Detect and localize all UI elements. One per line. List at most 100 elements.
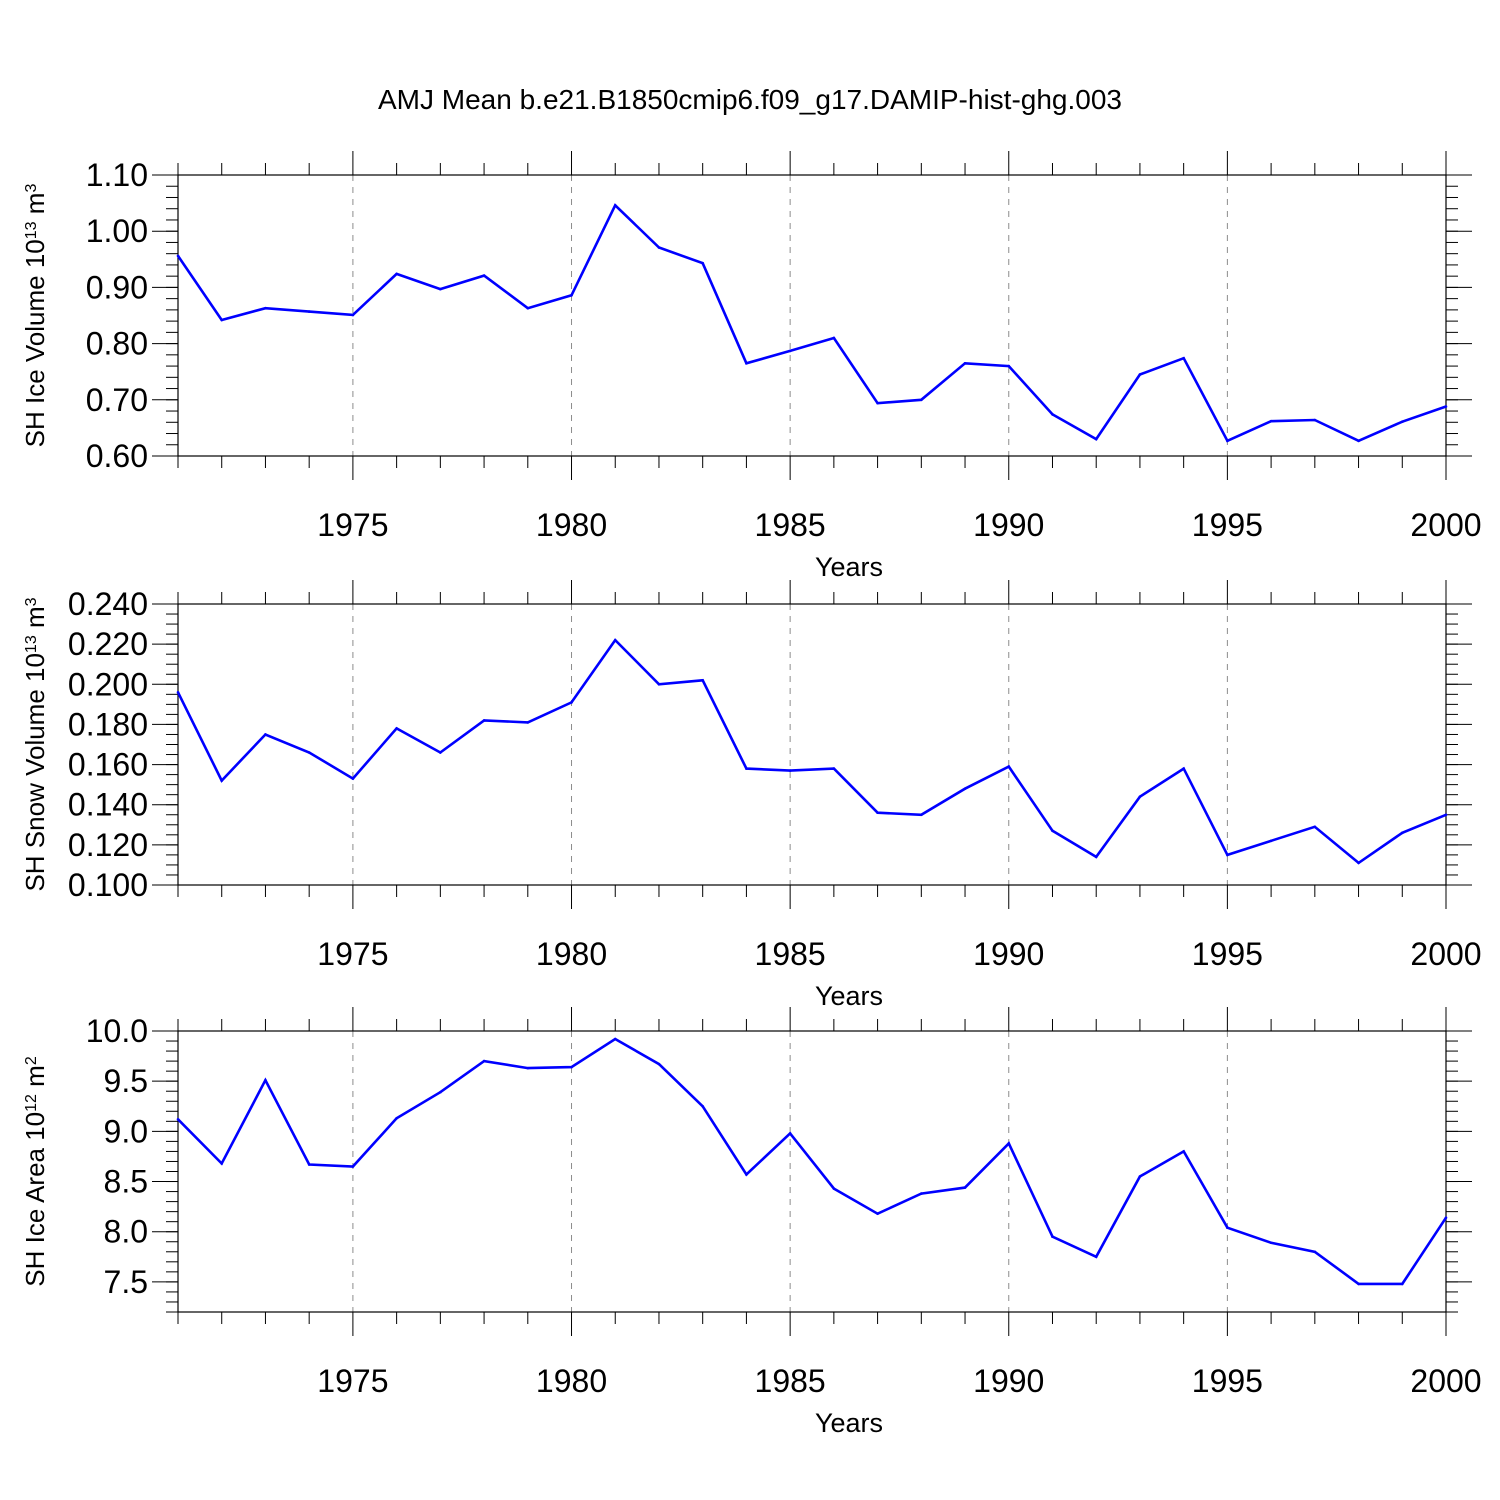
data-point-1978 bbox=[482, 274, 486, 277]
data-point-1977 bbox=[439, 287, 442, 291]
series-line bbox=[176, 203, 1447, 443]
data-point-1975 bbox=[351, 1165, 355, 1168]
y-tick-label-8.0: 8.0 bbox=[104, 1214, 148, 1250]
panel-2: 0.100 0.120 0.140 0.160 0.180 0.200 0.220 0.240… bbox=[20, 580, 1482, 1011]
x-tick-label-1995: 1995 bbox=[1192, 1363, 1263, 1399]
y-tick-label-7.5: 7.5 bbox=[104, 1264, 148, 1300]
data-point-1989 bbox=[963, 361, 967, 365]
data-point-1989 bbox=[963, 1186, 967, 1189]
data-point-1982 bbox=[657, 246, 661, 249]
x-tick-label-1975: 1975 bbox=[317, 936, 388, 972]
data-point-1971 bbox=[176, 254, 180, 258]
plot-frame bbox=[177, 603, 1447, 886]
data-point-1977 bbox=[439, 1090, 442, 1094]
y-tick-label-9.5: 9.5 bbox=[104, 1063, 148, 1099]
y-tick-label-0.200: 0.200 bbox=[68, 666, 148, 702]
data-point-1978 bbox=[482, 1059, 486, 1063]
data-point-1975 bbox=[351, 313, 355, 317]
data-point-1996 bbox=[1269, 839, 1273, 843]
data-point-1972 bbox=[220, 1162, 224, 1165]
data-point-1984 bbox=[745, 361, 748, 365]
data-point-1994 bbox=[1182, 1150, 1185, 1153]
y-tick-label-0.60: 0.60 bbox=[86, 438, 148, 474]
x-tick-label-2000: 2000 bbox=[1410, 507, 1481, 543]
y-tick-label-0.220: 0.220 bbox=[68, 626, 148, 662]
data-point-1974 bbox=[307, 1163, 311, 1166]
figure-title: AMJ Mean b.e21.B1850cmip6.f09_g17.DAMIP-… bbox=[378, 84, 1122, 115]
plot-frame bbox=[177, 174, 1447, 457]
data-point-1991 bbox=[1051, 829, 1054, 833]
data-point-1990 bbox=[1007, 364, 1011, 368]
x-axis-title: Years bbox=[815, 1408, 883, 1438]
data-point-1985 bbox=[788, 349, 792, 353]
x-tick-label-1975: 1975 bbox=[317, 507, 388, 543]
data-point-1975 bbox=[351, 777, 355, 780]
y-tick-label-1.10: 1.10 bbox=[86, 157, 148, 193]
x-tick-label-1990: 1990 bbox=[973, 507, 1044, 543]
data-point-1983 bbox=[701, 1104, 704, 1108]
y-tick-label-0.160: 0.160 bbox=[68, 747, 148, 783]
data-point-1992 bbox=[1094, 1255, 1098, 1259]
y-axis-title: SH Ice Area 1012 m2 bbox=[20, 1056, 50, 1287]
data-point-1992 bbox=[1094, 437, 1098, 441]
data-point-1997 bbox=[1313, 1250, 1317, 1254]
data-point-1982 bbox=[657, 1062, 661, 1066]
data-point-1995 bbox=[1226, 853, 1229, 857]
data-point-1991 bbox=[1051, 413, 1054, 416]
data-point-2000 bbox=[1444, 1216, 1448, 1219]
x-tick-label-1980: 1980 bbox=[536, 507, 607, 543]
data-point-1993 bbox=[1138, 373, 1142, 376]
data-point-1987 bbox=[876, 401, 879, 405]
y-tick-label-8.5: 8.5 bbox=[104, 1164, 148, 1200]
data-point-1979 bbox=[526, 721, 530, 724]
data-point-1986 bbox=[832, 767, 836, 770]
data-point-1995 bbox=[1226, 1226, 1229, 1229]
data-point-1995 bbox=[1226, 439, 1229, 443]
x-axis-title: Years bbox=[815, 981, 883, 1011]
data-point-1976 bbox=[395, 727, 398, 730]
data-point-1997 bbox=[1313, 418, 1317, 422]
data-point-1999 bbox=[1400, 1282, 1404, 1286]
data-point-1981 bbox=[613, 638, 617, 642]
data-point-1996 bbox=[1269, 419, 1273, 423]
data-point-1976 bbox=[395, 272, 398, 276]
data-point-1999 bbox=[1400, 420, 1404, 424]
data-point-1987 bbox=[876, 811, 879, 815]
data-point-1991 bbox=[1051, 1235, 1054, 1239]
data-point-1985 bbox=[788, 1132, 792, 1135]
data-point-1977 bbox=[439, 751, 442, 754]
x-tick-label-1990: 1990 bbox=[973, 936, 1044, 972]
data-point-1980 bbox=[570, 293, 573, 297]
data-point-1998 bbox=[1357, 439, 1360, 443]
y-axis-title: SH Snow Volume 1013 m3 bbox=[20, 597, 50, 891]
data-point-1974 bbox=[307, 751, 311, 754]
data-point-1988 bbox=[920, 813, 923, 817]
data-point-1981 bbox=[613, 204, 617, 207]
x-tick-label-1975: 1975 bbox=[317, 1363, 388, 1399]
series-line bbox=[176, 638, 1447, 865]
y-tick-label-0.240: 0.240 bbox=[68, 586, 148, 622]
panel-1: 0.60 0.70 0.80 0.90 1.00 1.10 1975 1980 1985 1990… bbox=[20, 151, 1482, 582]
x-tick-label-1985: 1985 bbox=[755, 507, 826, 543]
y-tick-label-0.80: 0.80 bbox=[86, 326, 148, 362]
x-tick-label-2000: 2000 bbox=[1410, 936, 1481, 972]
y-tick-label-0.100: 0.100 bbox=[68, 867, 148, 903]
x-axis-title: Years bbox=[815, 552, 883, 582]
y-axis-title: SH Ice Volume 1013 m3 bbox=[20, 184, 50, 448]
x-tick-label-1995: 1995 bbox=[1192, 936, 1263, 972]
x-tick-label-1985: 1985 bbox=[755, 936, 826, 972]
data-point-1990 bbox=[1007, 1142, 1011, 1145]
data-point-1984 bbox=[745, 1173, 748, 1176]
y-tick-label-0.90: 0.90 bbox=[86, 269, 148, 305]
data-point-1989 bbox=[963, 787, 967, 790]
x-tick-label-1995: 1995 bbox=[1192, 507, 1263, 543]
series-line bbox=[177, 1037, 1448, 1286]
data-point-1982 bbox=[657, 682, 661, 686]
data-point-1978 bbox=[482, 719, 486, 722]
data-point-1998 bbox=[1357, 861, 1360, 865]
data-point-1985 bbox=[788, 769, 792, 772]
x-tick-label-2000: 2000 bbox=[1410, 1363, 1481, 1399]
y-tick-label-0.70: 0.70 bbox=[86, 382, 148, 418]
x-tick-label-1985: 1985 bbox=[755, 1363, 826, 1399]
